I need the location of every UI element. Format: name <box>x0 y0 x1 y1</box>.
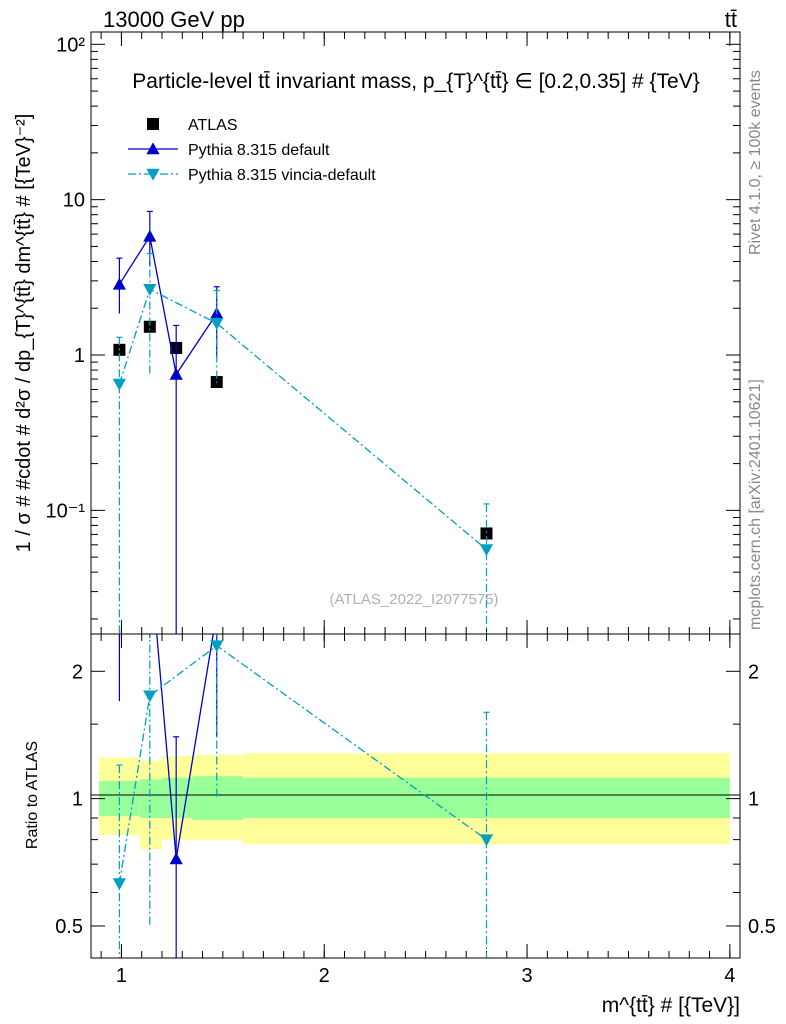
ratio-y-axis-label: Ratio to ATLAS <box>24 741 41 849</box>
main-pythia-8-315-vincia-default-point-2-triangle-down-marker <box>210 318 224 330</box>
ratio-stat-uncertainty-band <box>192 776 244 821</box>
x-axis-label: m^{tt̄} # [{TeV}] <box>602 994 740 1017</box>
legend-0-square-marker <box>147 118 159 130</box>
ratio-y-tick-label: 2 <box>72 661 83 683</box>
main-pythia-8-315-vincia-default-point-0-triangle-down-marker <box>112 378 126 391</box>
main-pythia-8-315-vincia-default-line <box>118 288 487 550</box>
main-pythia-8-315-default-point-1-triangle-up-marker <box>143 229 157 242</box>
ratio-y-tick-label-right: 0.5 <box>748 916 776 938</box>
ratio-pythia-8-315-default-point-3-triangle-up-marker <box>210 606 223 618</box>
main-watermark: (ATLAS_2022_I2077575) <box>329 591 498 608</box>
legend-label-1: Pythia 8.315 default <box>188 142 330 159</box>
rivet-version-label: Rivet 4.1.0, ≥ 100k events <box>747 70 764 255</box>
x-tick-label: 4 <box>724 965 735 987</box>
ratio-pythia-8-315-default-line <box>156 634 214 860</box>
main-y-tick-label: 10² <box>56 34 85 56</box>
ratio-pythia-8-315-vincia-default-point-2-triangle-down-marker <box>210 640 224 653</box>
ratio-axis-ticks: 2 2 1 1 0.5 0.5 1 2 3 4 <box>55 634 776 987</box>
main-pythia-8-315-default-point-2-triangle-up-marker <box>169 367 183 380</box>
ratio-pythia-8-315-vincia-default-point-3-triangle-down-marker <box>479 834 494 847</box>
ratio-pythia-8-315-vincia-default-line <box>118 644 487 884</box>
legend-label-0: ATLAS <box>188 117 238 134</box>
main-pythia-8-315-default-point-0-triangle-up-marker <box>112 277 126 290</box>
main-y-tick-label: 1 <box>74 345 85 367</box>
main-y-tick-label: 10⁻¹ <box>46 500 86 522</box>
x-tick-label: 2 <box>319 965 330 987</box>
ratio-stat-uncertainty-band <box>161 777 193 818</box>
process-label: tt̄ <box>725 7 737 32</box>
ratio-pythia-8-315-default-point-2-triangle-up-marker <box>169 852 183 865</box>
ratio-panel: 2 2 1 1 0.5 0.5 1 2 3 4 Ratio to ATLAS m^{tt̄} # … <box>24 547 776 1017</box>
ratio-stat-uncertainty-band <box>139 779 162 818</box>
ratio-y-tick-label-right: 1 <box>748 789 759 811</box>
main-atlas-point-4-square-marker <box>480 527 493 540</box>
main-atlas-point-1-square-marker <box>143 320 156 333</box>
ratio-pythia-8-315-vincia-default-point-0-triangle-down-marker <box>112 878 126 891</box>
legend-label-2: Pythia 8.315 vincia-default <box>188 167 376 184</box>
x-tick-label: 1 <box>116 965 127 987</box>
main-panel: 10² 10 1 10⁻¹ (ATLAS_2022_I2077575) Particl… <box>13 31 741 635</box>
legend: ATLAS Pythia 8.315 default Pythia 8.315 vi… <box>128 117 376 184</box>
main-y-tick-label: 10 <box>63 190 85 212</box>
main-pythia-8-315-vincia-default-point-3-triangle-down-marker <box>479 544 494 557</box>
main-axis-ticks: 10² 10 1 10⁻¹ <box>46 32 740 634</box>
ratio-data-marks <box>112 547 494 958</box>
mcplots-label: mcplots.cern.ch [arXiv:2401.10621] <box>747 379 764 630</box>
legend-1-triangle-up-marker <box>146 142 160 155</box>
main-title: Particle-level tt̄ invariant mass, p_{T}… <box>132 70 699 93</box>
legend-2-triangle-down-marker <box>146 168 160 181</box>
ratio-uncertainty-bands <box>99 753 730 850</box>
ratio-y-tick-label: 0.5 <box>55 916 83 938</box>
main-data-marks <box>112 210 494 634</box>
main-y-axis-label: 1 / σ # #cdot # d²σ / dp_{T}^{tt̄} dm^{t… <box>13 114 35 553</box>
energy-label: 13000 GeV pp <box>103 7 245 32</box>
ratio-y-tick-label: 1 <box>72 789 83 811</box>
x-tick-label: 3 <box>521 965 532 987</box>
main-pythia-8-315-default-line <box>118 234 218 377</box>
ratio-y-tick-label-right: 2 <box>748 661 759 683</box>
main-pythia-8-315-vincia-default-point-1-triangle-down-marker <box>143 283 157 296</box>
ratio-pythia-8-315-vincia-default-point-1-triangle-down-marker <box>143 690 157 703</box>
ratio-pythia-8-315-default-point-1-triangle-up-marker <box>143 547 156 559</box>
ratio-frame <box>90 633 741 959</box>
